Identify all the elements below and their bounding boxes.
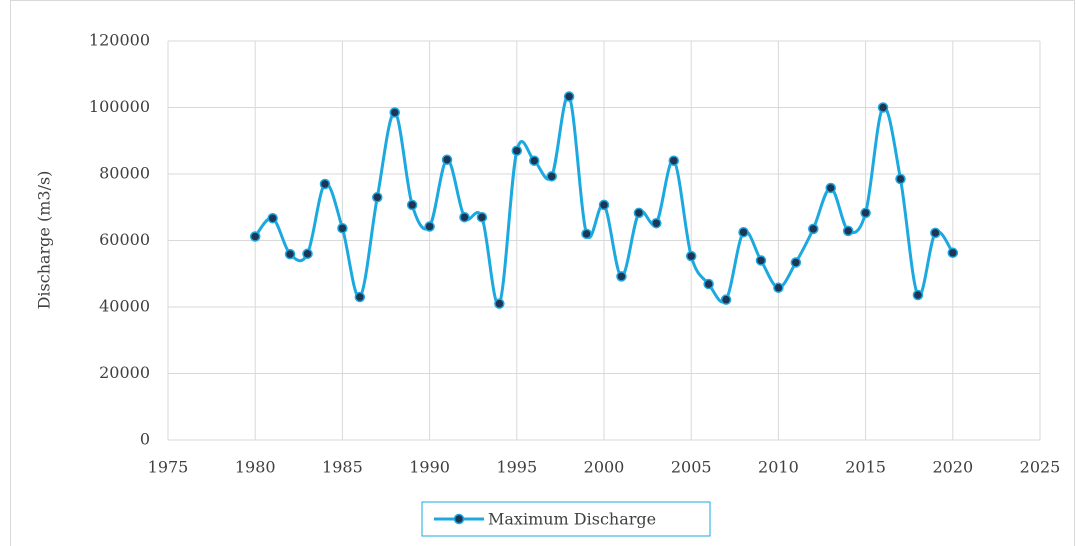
data-point xyxy=(249,231,261,242)
data-point xyxy=(441,154,453,165)
x-tick-label: 1975 xyxy=(148,458,189,477)
data-point xyxy=(563,91,575,102)
data-point xyxy=(494,298,505,309)
data-point xyxy=(267,212,278,224)
data-point xyxy=(616,271,627,282)
data-point xyxy=(755,255,767,266)
data-point xyxy=(598,199,610,211)
data-point xyxy=(372,192,383,203)
data-point xyxy=(406,199,418,211)
legend-marker xyxy=(453,513,465,525)
chart-frame xyxy=(10,0,1075,546)
data-point xyxy=(354,291,366,303)
y-axis-label: Discharge (m3/s) xyxy=(35,171,54,310)
data-point xyxy=(895,173,906,185)
data-point xyxy=(476,211,488,223)
data-point xyxy=(633,207,645,219)
series-line xyxy=(254,94,955,306)
x-tick-label: 2025 xyxy=(1020,458,1061,477)
data-point xyxy=(546,171,557,182)
data-point xyxy=(860,207,871,219)
data-point xyxy=(738,226,749,238)
y-tick-label: 80000 xyxy=(99,164,150,183)
data-point xyxy=(825,182,836,194)
y-tick-label: 100000 xyxy=(89,97,150,116)
data-point xyxy=(842,225,854,237)
data-point xyxy=(651,217,662,229)
data-point xyxy=(685,250,697,262)
x-tick-label: 2020 xyxy=(932,458,973,477)
x-tick-label: 2000 xyxy=(584,458,625,477)
legend-label: Maximum Discharge xyxy=(488,510,656,529)
data-point xyxy=(459,211,470,223)
x-tick-label: 1985 xyxy=(322,458,363,477)
x-tick-label: 1990 xyxy=(409,458,450,477)
data-point xyxy=(808,223,819,235)
data-point xyxy=(703,278,714,290)
x-tick-label: 2010 xyxy=(758,458,799,477)
data-point xyxy=(668,155,680,166)
data-point xyxy=(790,257,802,268)
data-point xyxy=(581,228,592,240)
data-point xyxy=(930,227,941,239)
data-point xyxy=(319,178,331,190)
y-tick-label: 20000 xyxy=(99,363,150,382)
x-tick-label: 1995 xyxy=(496,458,537,477)
data-point xyxy=(528,155,540,166)
data-point xyxy=(912,289,924,301)
data-point xyxy=(877,102,889,113)
x-tick-label: 1980 xyxy=(235,458,276,477)
data-point xyxy=(720,294,732,305)
data-point xyxy=(337,222,348,234)
y-tick-label: 60000 xyxy=(99,230,150,249)
data-point xyxy=(284,248,296,260)
data-point xyxy=(773,282,784,293)
data-point xyxy=(424,221,435,232)
data-point xyxy=(947,247,959,259)
y-tick-label: 40000 xyxy=(99,297,150,316)
y-tick-label: 120000 xyxy=(89,31,150,50)
data-point xyxy=(389,107,400,118)
y-tick-label: 0 xyxy=(140,430,150,449)
data-point xyxy=(302,248,313,260)
x-tick-label: 2015 xyxy=(845,458,886,477)
data-point xyxy=(511,145,523,156)
x-tick-label: 2005 xyxy=(671,458,712,477)
